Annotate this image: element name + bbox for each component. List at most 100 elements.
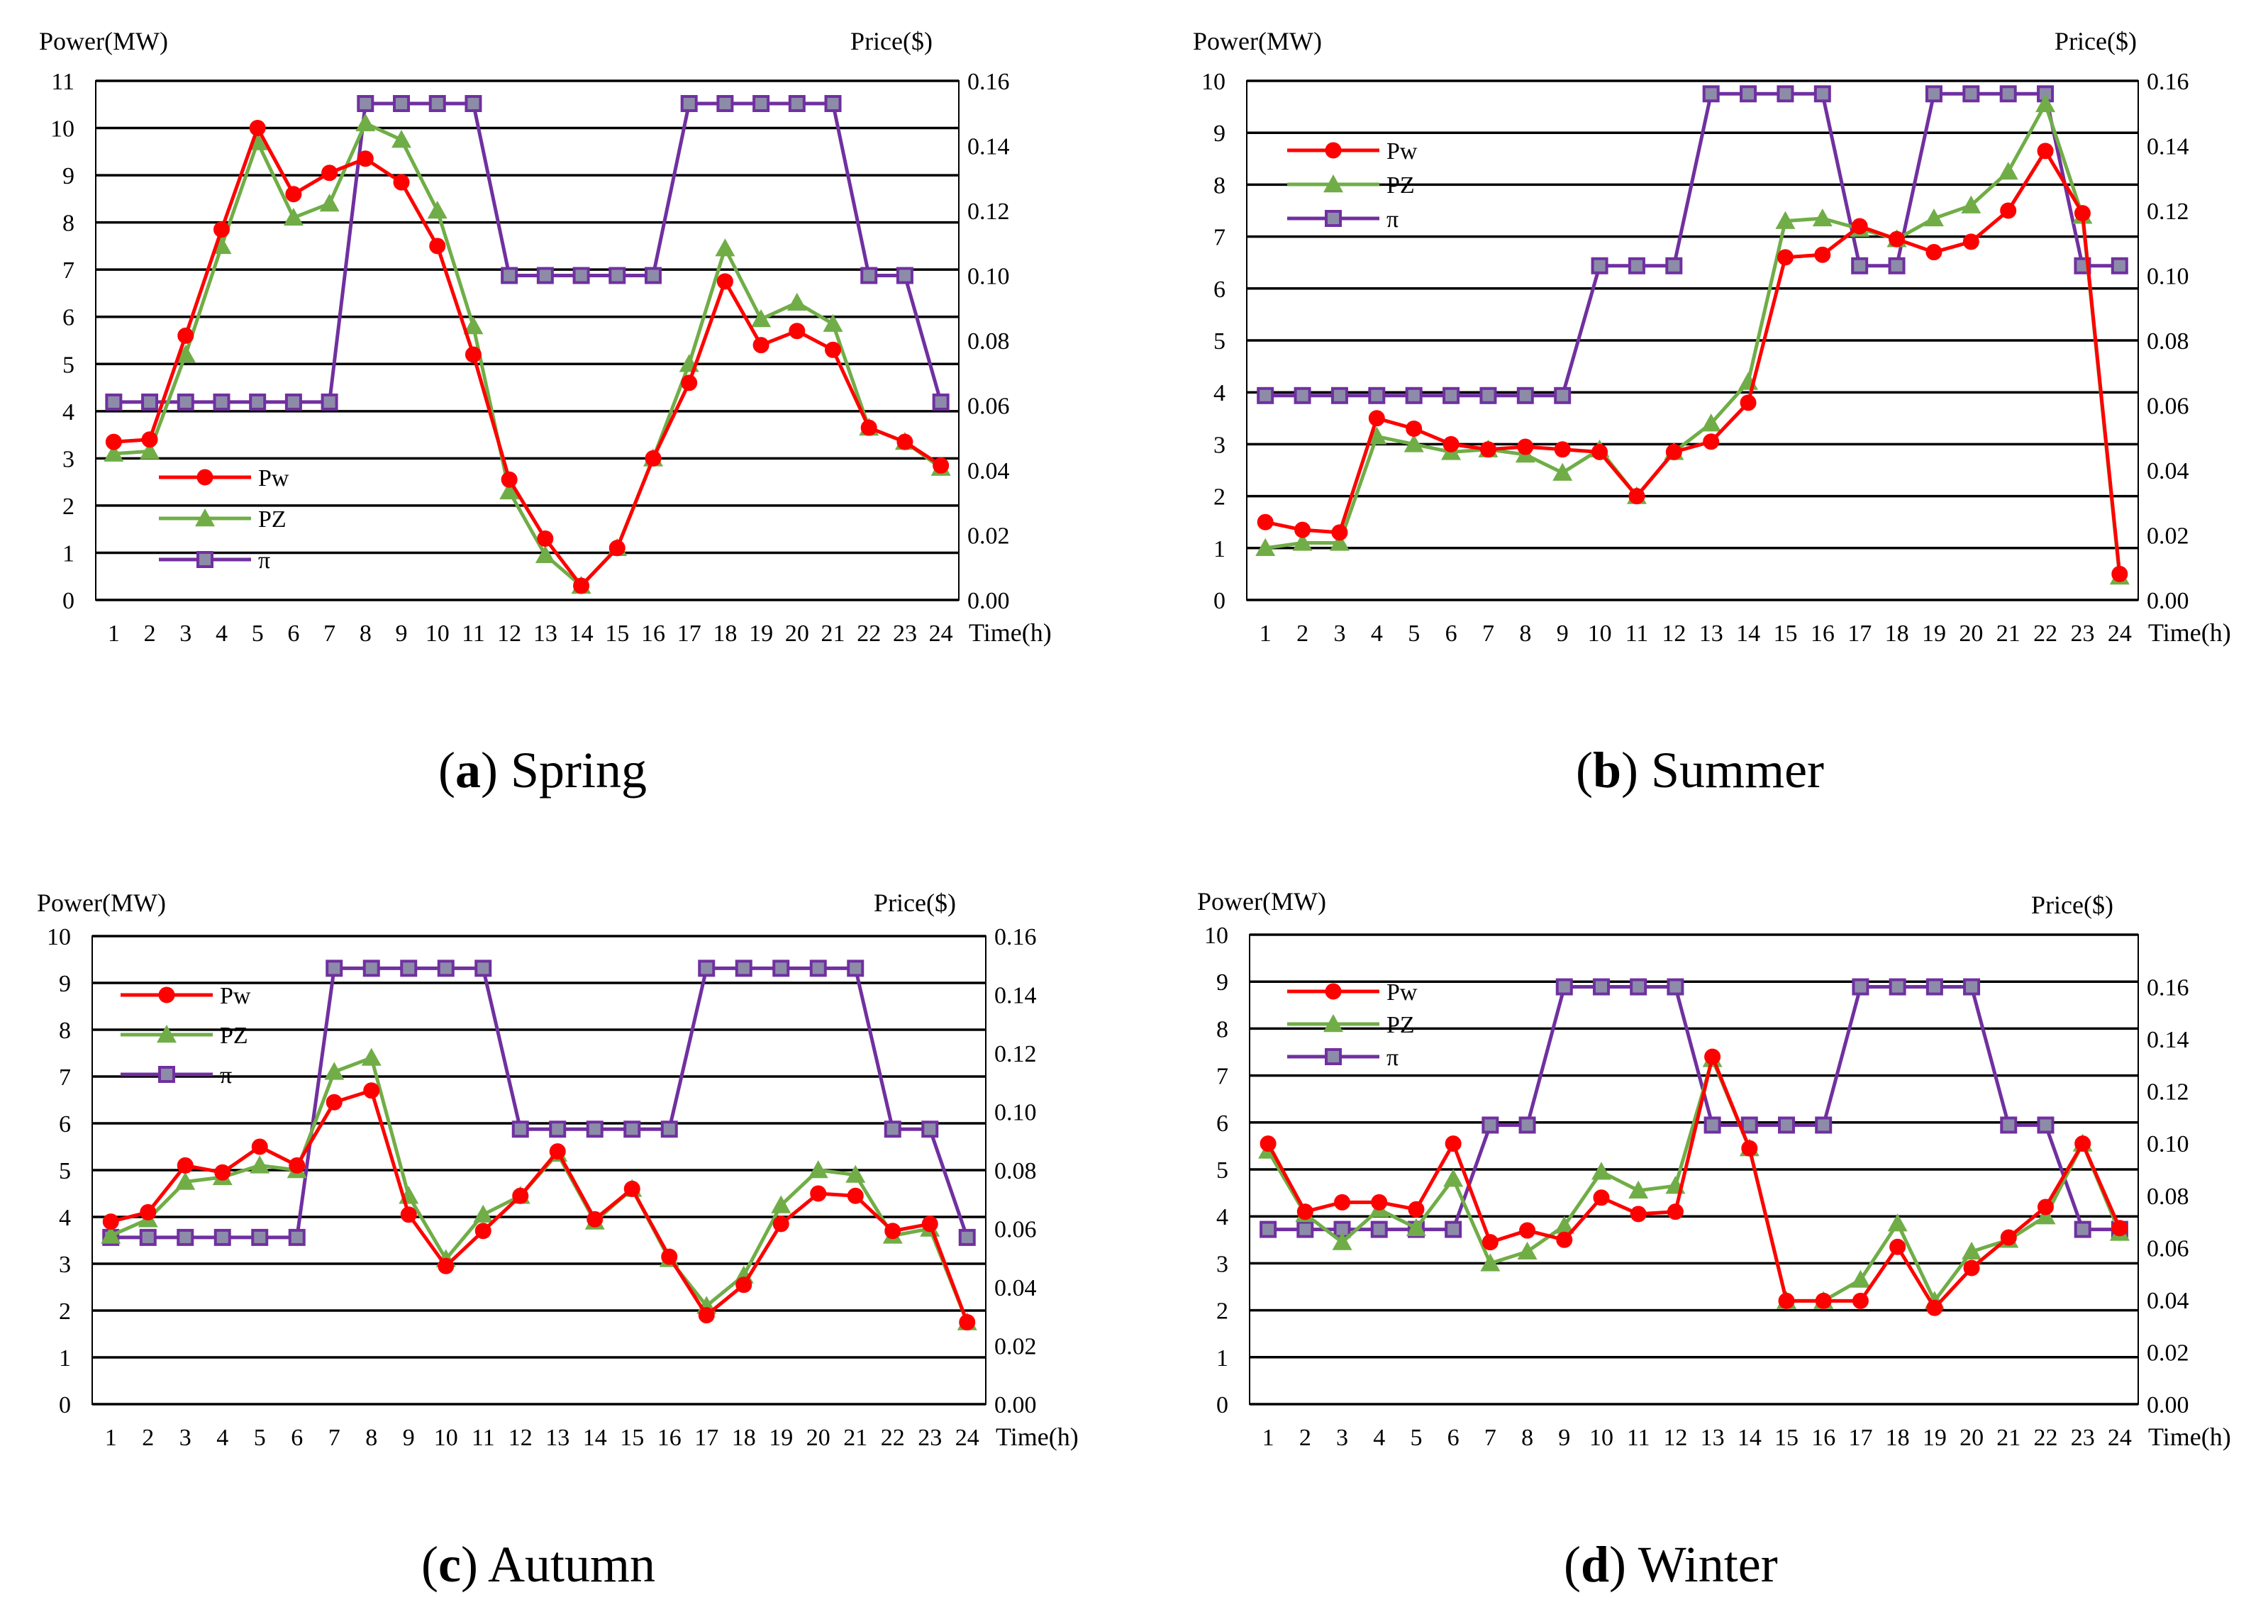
data-point-π [884,1120,901,1138]
data-point-Pw [357,150,374,167]
x-tick-label: 16 [657,1425,682,1451]
x-tick-label: 17 [1848,1425,1872,1451]
right-tick-label: 0.10 [2147,1131,2189,1157]
data-point-PZ [427,201,448,219]
data-point-Pw [1519,1222,1536,1239]
left-tick-label: 8 [1216,1016,1228,1042]
x-tick-label: 5 [1408,621,1420,647]
data-point-Pw [1667,1203,1684,1220]
x-tick-label: 2 [144,621,156,647]
data-point-π [572,267,590,284]
x-tick-label: 4 [1371,621,1383,647]
data-point-Pw [1815,1292,1832,1309]
right-tick-label: 0.16 [994,924,1037,950]
data-point-Pw [1517,438,1534,455]
left-tick-label: 2 [59,1298,71,1325]
x-tick-label: 21 [1996,1425,2020,1451]
left-tick-label: 1 [1216,1345,1228,1372]
x-axis-title: Time(h) [969,618,1052,647]
data-point-PZ [1554,1216,1574,1234]
data-point-π [698,960,716,977]
x-tick-label: 4 [216,621,228,647]
data-point-π [177,393,194,411]
legend-label: PZ [258,506,287,533]
right-axis-title: Price($) [2031,891,2113,919]
left-tick-label: 10 [47,924,71,950]
data-point-Pw [285,186,302,203]
caption-c-label: Autumn [487,1536,655,1593]
x-tick-label: 13 [545,1425,569,1451]
x-tick-label: 24 [929,621,953,647]
left-tick-label: 3 [59,1252,71,1278]
x-tick-label: 4 [216,1425,228,1451]
data-point-PZ [845,1164,866,1183]
caption-d-letter: d [1580,1536,1610,1593]
x-tick-label: 6 [287,621,299,647]
data-point-Pw [735,1277,752,1294]
data-point-PZ [1332,1232,1352,1250]
x-tick-label: 14 [583,1425,607,1451]
data-point-PZ [473,1204,494,1223]
legend-label: PZ [1386,172,1415,199]
data-point-Pw [1665,443,1682,460]
x-tick-label: 4 [1373,1425,1385,1451]
data-point-π [177,1228,194,1246]
legend-marker [1325,210,1342,227]
data-point-Pw [1368,410,1385,427]
data-point-Pw [573,577,590,594]
x-tick-label: 7 [1484,1425,1496,1451]
data-point-π [921,1120,939,1138]
data-point-π [501,267,518,284]
left-tick-label: 11 [51,69,74,95]
caption-b: (b) Summer [1576,742,1824,799]
data-point-PZ [823,313,843,332]
data-point-π [1555,978,1573,996]
x-tick-label: 6 [1445,621,1457,647]
data-point-PZ [104,443,124,462]
data-point-PZ [1517,1241,1538,1260]
data-point-π [536,267,554,284]
data-point-π [251,1228,269,1246]
x-tick-label: 18 [732,1425,756,1451]
legend-marker [158,1066,175,1083]
data-point-PZ [1403,434,1424,452]
data-point-Pw [645,450,662,467]
data-point-Pw [933,457,950,474]
x-tick-label: 9 [1558,1425,1570,1451]
data-point-PZ [1552,462,1573,481]
data-point-PZ [175,344,196,363]
left-tick-label: 7 [59,1064,71,1091]
x-tick-label: 10 [1589,1425,1613,1451]
x-tick-label: 13 [533,621,557,647]
data-point-π [1962,85,1980,103]
left-tick-label: 3 [62,446,74,472]
data-point-π [1702,85,1720,103]
data-point-Pw [1445,1135,1462,1152]
right-tick-label: 0.16 [967,69,1010,95]
data-point-PZ [175,1172,196,1190]
x-tick-label: 19 [749,621,773,647]
legend-label: π [1386,1045,1399,1071]
data-point-Pw [959,1314,976,1330]
x-tick-label: 2 [142,1425,154,1451]
data-point-PZ [355,113,376,132]
left-tick-label: 9 [59,971,71,997]
legend-label: PZ [220,1023,248,1049]
right-tick-label: 0.06 [2147,1235,2189,1262]
left-tick-label: 6 [62,305,74,331]
left-tick-label: 7 [1213,225,1225,251]
data-point-PZ [1887,1213,1908,1232]
legend-label: Pw [1386,138,1418,165]
data-point-π [1777,85,1794,103]
x-tick-label: 5 [1410,1425,1422,1451]
data-point-π [1740,1116,1758,1134]
right-axis-title: Price($) [2055,27,2137,55]
legend-marker [195,508,215,527]
x-tick-label: 9 [403,1425,415,1451]
data-point-PZ [250,1155,270,1174]
right-tick-label: 0.04 [2147,458,2189,484]
data-point-PZ [391,130,412,148]
plot-frame [1249,934,2139,1405]
data-point-Pw [1926,1299,1943,1316]
